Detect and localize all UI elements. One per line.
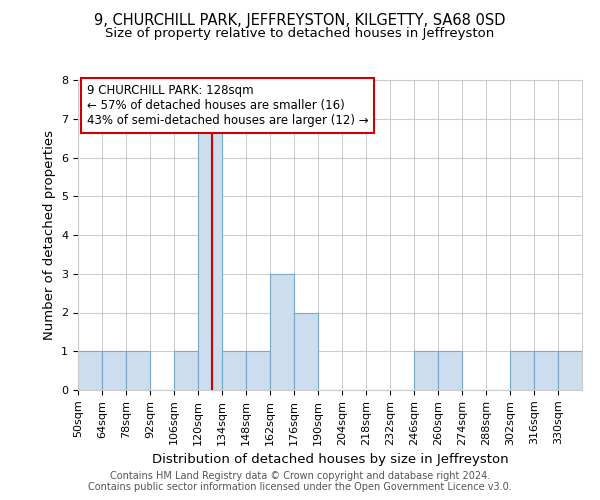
Bar <box>198 118 222 390</box>
Text: 9, CHURCHILL PARK, JEFFREYSTON, KILGETTY, SA68 0SD: 9, CHURCHILL PARK, JEFFREYSTON, KILGETTY… <box>94 12 506 28</box>
Bar <box>270 274 294 390</box>
Text: Size of property relative to detached houses in Jeffreyston: Size of property relative to detached ho… <box>106 28 494 40</box>
Y-axis label: Number of detached properties: Number of detached properties <box>43 130 56 340</box>
Bar <box>558 351 582 390</box>
Bar <box>294 312 318 390</box>
Bar <box>222 351 246 390</box>
Bar <box>246 351 270 390</box>
Bar <box>438 351 462 390</box>
Bar <box>126 351 150 390</box>
Text: 9 CHURCHILL PARK: 128sqm
← 57% of detached houses are smaller (16)
43% of semi-d: 9 CHURCHILL PARK: 128sqm ← 57% of detach… <box>86 84 368 127</box>
Bar <box>534 351 558 390</box>
Text: Contains HM Land Registry data © Crown copyright and database right 2024.
Contai: Contains HM Land Registry data © Crown c… <box>88 471 512 492</box>
Bar <box>78 351 102 390</box>
Bar <box>174 351 198 390</box>
Bar <box>414 351 438 390</box>
Bar <box>510 351 534 390</box>
Bar <box>102 351 126 390</box>
X-axis label: Distribution of detached houses by size in Jeffreyston: Distribution of detached houses by size … <box>152 453 508 466</box>
